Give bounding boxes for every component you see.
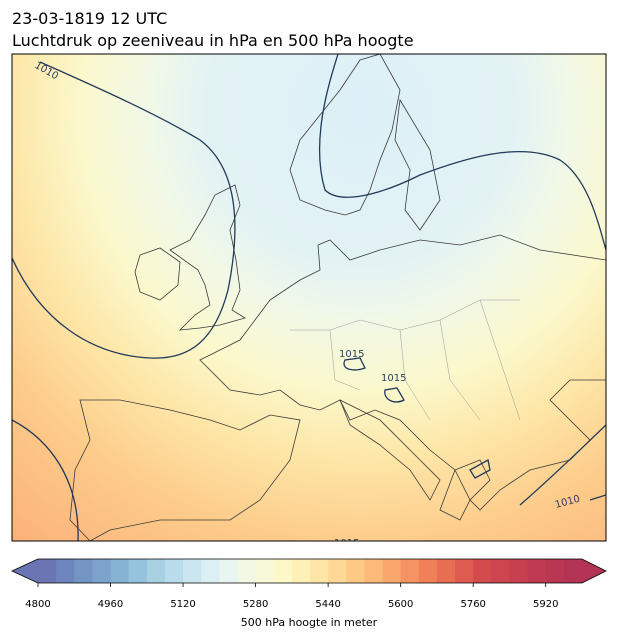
title-description: Luchtdruk op zeeniveau in hPa en 500 hPa… <box>12 31 414 50</box>
colorbar-segment <box>92 559 112 583</box>
colorbar-segment <box>400 559 420 583</box>
isobar <box>318 54 606 251</box>
colorbar-segment <box>237 559 257 583</box>
colorbar-segment <box>473 559 492 583</box>
isobar <box>12 61 236 359</box>
colorbar-label: 500 hPa hoogte in meter <box>241 616 378 629</box>
coastline <box>169 184 246 331</box>
coastline <box>199 234 606 511</box>
colorbar-tick-label: 5760 <box>460 599 485 610</box>
colorbar-tick-label: 5920 <box>533 599 558 610</box>
colorbar-tick-label: 5120 <box>170 599 195 610</box>
colorbar: 4800 4960 5120 5280 5440 5600 5760 5920 500 hPa … <box>11 558 607 629</box>
contour-label: 1015 <box>339 349 364 360</box>
colorbar-segment <box>128 559 148 583</box>
isobar <box>343 357 366 371</box>
colorbar-segment <box>74 559 93 583</box>
title-date: 23-03-1819 12 UTC <box>12 9 167 28</box>
colorbar-extend-low <box>12 559 38 583</box>
colorbar-tick-label: 5440 <box>315 599 340 610</box>
colorbar-segment <box>255 559 275 583</box>
colorbar-segment <box>219 559 238 583</box>
colorbar-segment <box>310 559 329 583</box>
colorbar-segment <box>164 559 184 583</box>
isobar <box>519 424 606 506</box>
colorbar-segment <box>455 559 474 583</box>
isobar <box>12 419 79 541</box>
map: 1010 1015 1015 1010 1015 <box>12 54 606 549</box>
colorbar-segment <box>364 559 384 583</box>
coastline <box>339 399 441 501</box>
colorbar-segment <box>346 559 365 583</box>
colorbar-segment <box>491 559 510 583</box>
colorbar-segment <box>527 559 547 583</box>
colorbar-segment <box>382 559 402 583</box>
colorbar-segment <box>146 559 166 583</box>
colorbar-segment <box>328 559 347 583</box>
colorbar-segment <box>509 559 529 583</box>
colorbar-segment <box>563 559 583 583</box>
map-frame <box>11 53 607 542</box>
coastline <box>439 459 491 521</box>
colorbar-segment <box>201 559 220 583</box>
colorbar-tick-label: 4960 <box>98 599 123 610</box>
isobar <box>469 458 491 479</box>
colorbar-segment <box>56 559 75 583</box>
colorbar-segment <box>183 559 202 583</box>
colorbar-segment <box>418 559 438 583</box>
colorbar-segment <box>291 559 311 583</box>
coastline <box>134 247 181 301</box>
country-border <box>290 299 521 421</box>
colorbar-outline <box>11 558 607 584</box>
coastline <box>394 98 441 231</box>
colorbar-segment <box>110 559 130 583</box>
colorbar-tick-label: 5600 <box>388 599 413 610</box>
contour-label: 1015 <box>334 538 359 549</box>
coastline <box>289 54 401 216</box>
colorbar-segment <box>38 559 57 583</box>
coastline <box>69 399 301 541</box>
colorbar-tick-label: 5280 <box>243 599 268 610</box>
field-background <box>12 54 606 541</box>
colorbar-segment <box>436 559 456 583</box>
colorbar-segment <box>273 559 293 583</box>
colorbar-extend-high <box>582 559 606 583</box>
colorbar-tick-label: 4800 <box>25 599 50 610</box>
colorbar-segment <box>545 559 565 583</box>
contour-label: 1015 <box>381 373 406 384</box>
isobar <box>384 387 405 403</box>
